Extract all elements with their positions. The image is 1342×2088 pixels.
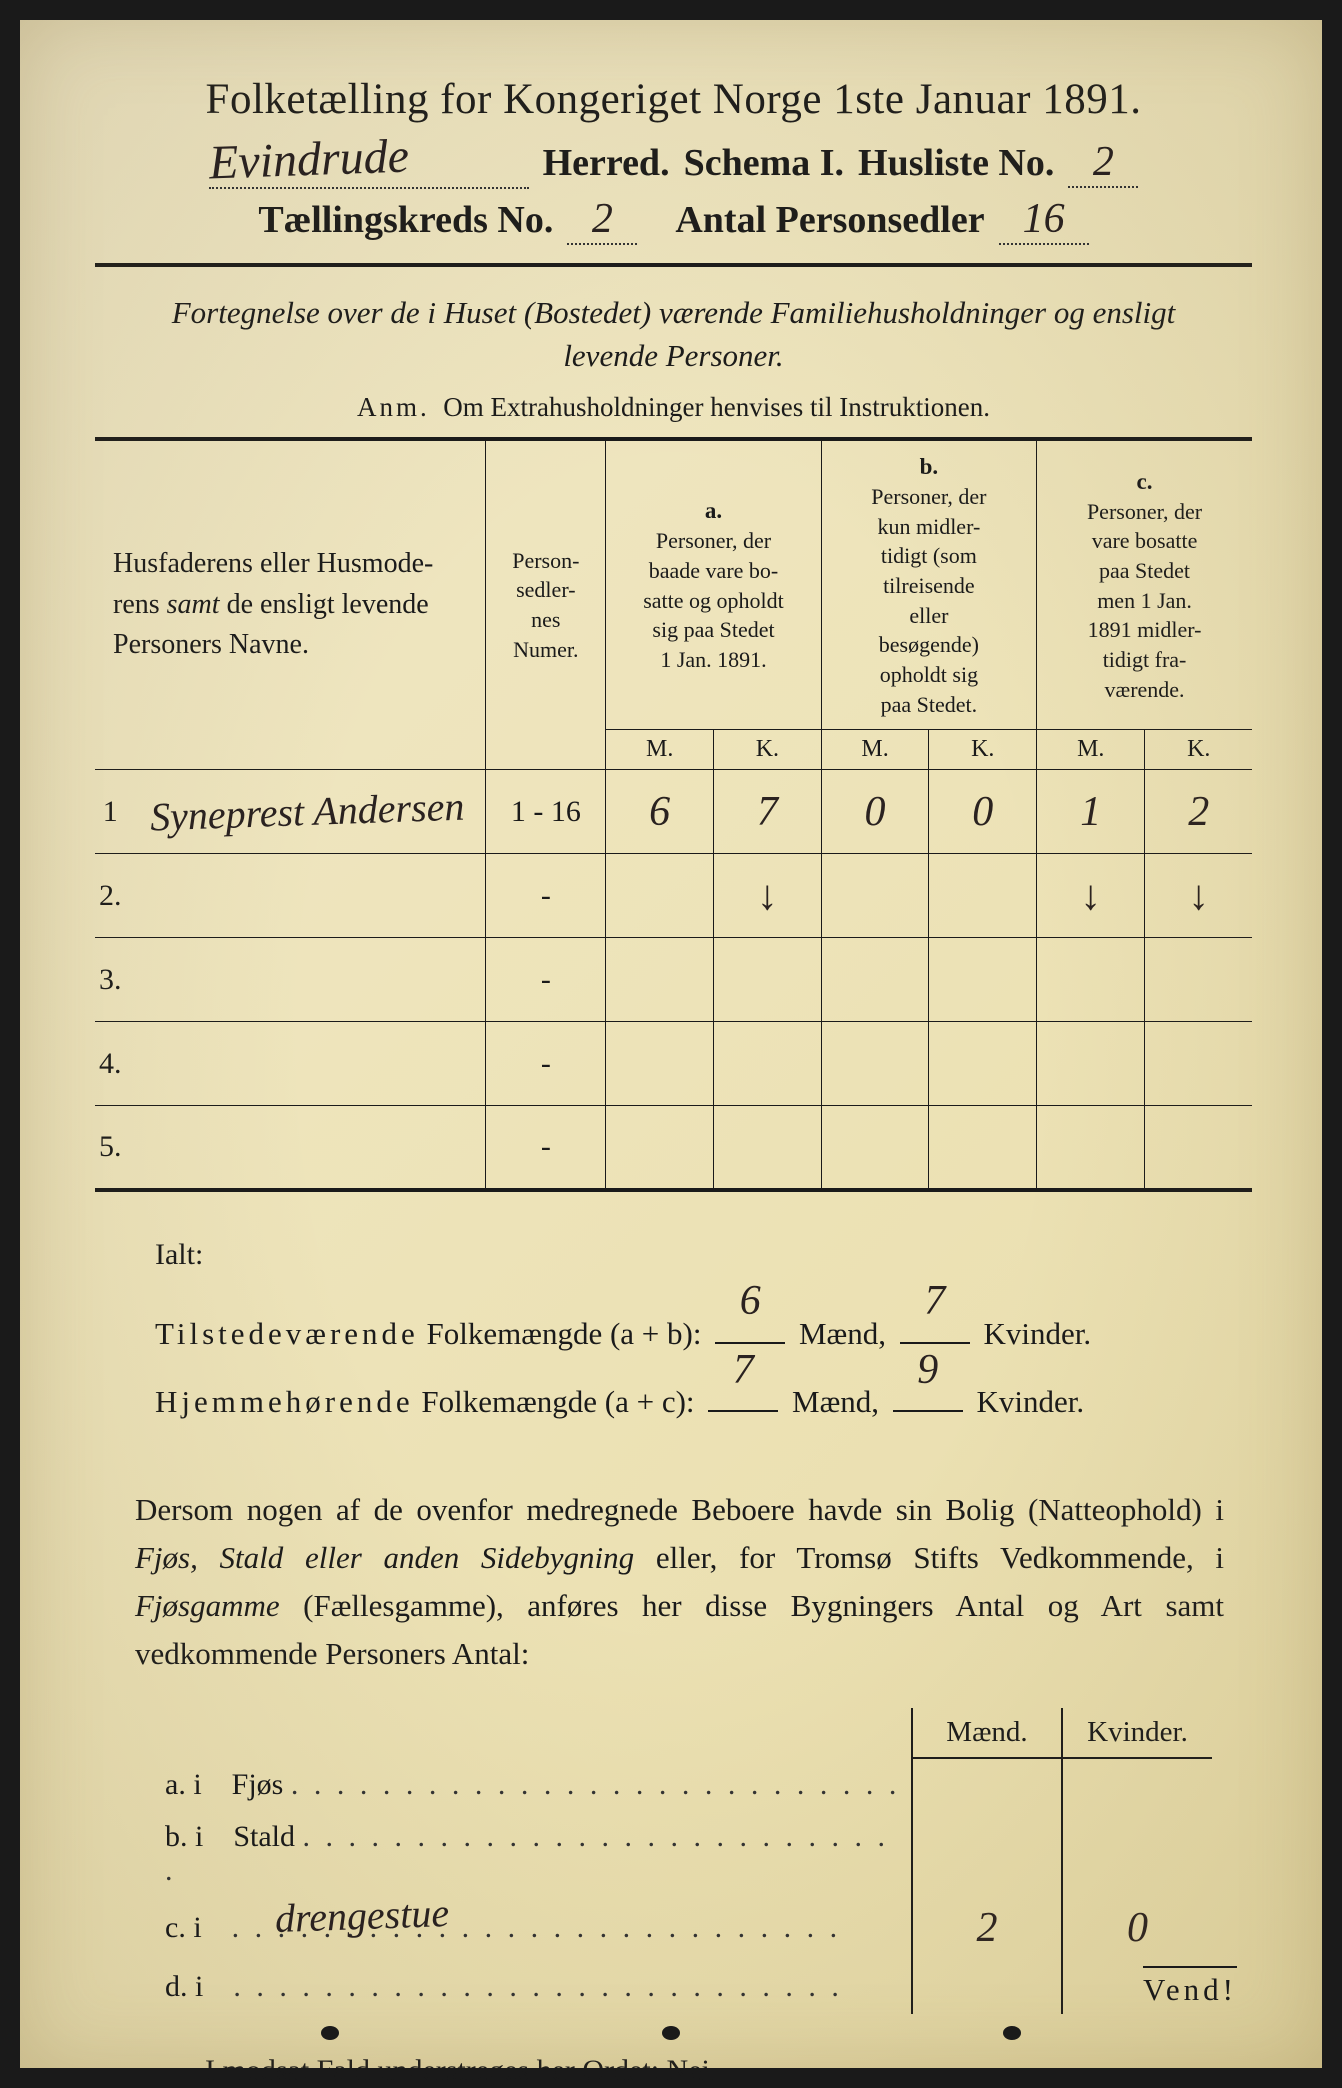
hjemme-m: 7	[733, 1324, 754, 1416]
col-a-head: a. Personer, derbaade vare bo-satte og o…	[606, 439, 821, 730]
lower-maend-head: Mænd.	[912, 1708, 1062, 1758]
lower-table-wrap: Mænd. Kvinder. a. i Fjøs . . . . . . . .…	[155, 1708, 1212, 2014]
col-b-head: b. Personer, derkun midler-tidigt (somti…	[821, 439, 1036, 730]
tilstede-line: Tilstedeværende Folkemængde (a + b): 6 M…	[155, 1300, 1252, 1368]
rule-1	[95, 263, 1252, 267]
body-paragraph: Dersom nogen af de ovenfor medregnede Be…	[135, 1486, 1224, 1678]
vend-label: Vend!	[1143, 1966, 1237, 2008]
ialt-label: Ialt:	[155, 1222, 1252, 1288]
a-k: K.	[714, 730, 822, 770]
b-m: M.	[821, 730, 929, 770]
b-k: K.	[929, 730, 1037, 770]
subtitle-line2: levende Personer.	[563, 338, 783, 373]
table-row: 5. -	[95, 1106, 1252, 1190]
footer-line: I modsat Fald understreges her Ordet: Ne…	[205, 2054, 1252, 2088]
hjemme-line: Hjemmehørende Folkemængde (a + c): 7 Mæn…	[155, 1368, 1252, 1436]
antal-label: Antal Personsedler	[675, 198, 984, 242]
lower-kvinder-head: Kvinder.	[1062, 1708, 1212, 1758]
anm-prefix: Anm.	[357, 392, 430, 422]
lower-row: b. i Stald . . . . . . . . . . . . . . .…	[155, 1812, 1212, 1896]
main-table: Husfaderens eller Husmode-rens samt de e…	[95, 437, 1252, 1192]
husliste-label: Husliste No.	[858, 141, 1054, 185]
c-m: M.	[1037, 730, 1145, 770]
tkreds-label: Tællingskreds No.	[258, 198, 553, 242]
lower-table: Mænd. Kvinder. a. i Fjøs . . . . . . . .…	[155, 1708, 1212, 2014]
subtitle: Fortegnelse over de i Huset (Bostedet) v…	[95, 291, 1252, 378]
anm-note: Anm. Om Extrahusholdninger henvises til …	[95, 392, 1252, 423]
lower-row: a. i Fjøs . . . . . . . . . . . . . . . …	[155, 1758, 1212, 1812]
lower-row: c. i drengestue. . . . . . . . . . . . .…	[155, 1896, 1212, 1960]
header-line-3: Tællingskreds No. 2 Antal Personsedler 1…	[95, 195, 1252, 245]
antal-handwritten: 16	[1023, 196, 1065, 242]
table-row: 2. - ↓ ↓ ↓	[95, 854, 1252, 938]
herred-label: Herred.	[543, 141, 670, 185]
schema-label: Schema I.	[684, 141, 844, 185]
hjemme-k: 9	[917, 1324, 938, 1416]
subtitle-line1: Fortegnelse over de i Huset (Bostedet) v…	[172, 295, 1176, 330]
a-m: M.	[606, 730, 714, 770]
table-row: 1 Syneprest Andersen 1 - 16 6 7 0 0 1 2	[95, 770, 1252, 854]
table-row: 4. -	[95, 1022, 1252, 1106]
col-numer-head: Person-sedler-nesNumer.	[486, 439, 606, 770]
totals-block: Ialt: Tilstedeværende Folkemængde (a + b…	[155, 1222, 1252, 1436]
tkreds-handwritten: 2	[592, 196, 613, 242]
herred-handwritten: Evindrude	[208, 129, 410, 191]
table-row: 3. -	[95, 938, 1252, 1022]
husliste-handwritten: 2	[1093, 139, 1114, 185]
header-line-2: Evindrude Herred. Schema I. Husliste No.…	[95, 132, 1252, 189]
col-c-head: c. Personer, dervare bosattepaa Stedetme…	[1037, 439, 1252, 730]
census-form-page: Folketælling for Kongeriget Norge 1ste J…	[20, 20, 1322, 2068]
c-k: K.	[1145, 730, 1252, 770]
col-names-head: Husfaderens eller Husmode-rens samt de e…	[95, 439, 486, 770]
lower-row: d. i . . . . . . . . . . . . . . . . . .…	[155, 1960, 1212, 2014]
anm-text: Om Extrahusholdninger henvises til Instr…	[443, 392, 990, 422]
page-title: Folketælling for Kongeriget Norge 1ste J…	[95, 75, 1252, 124]
binding-holes	[20, 2026, 1322, 2040]
